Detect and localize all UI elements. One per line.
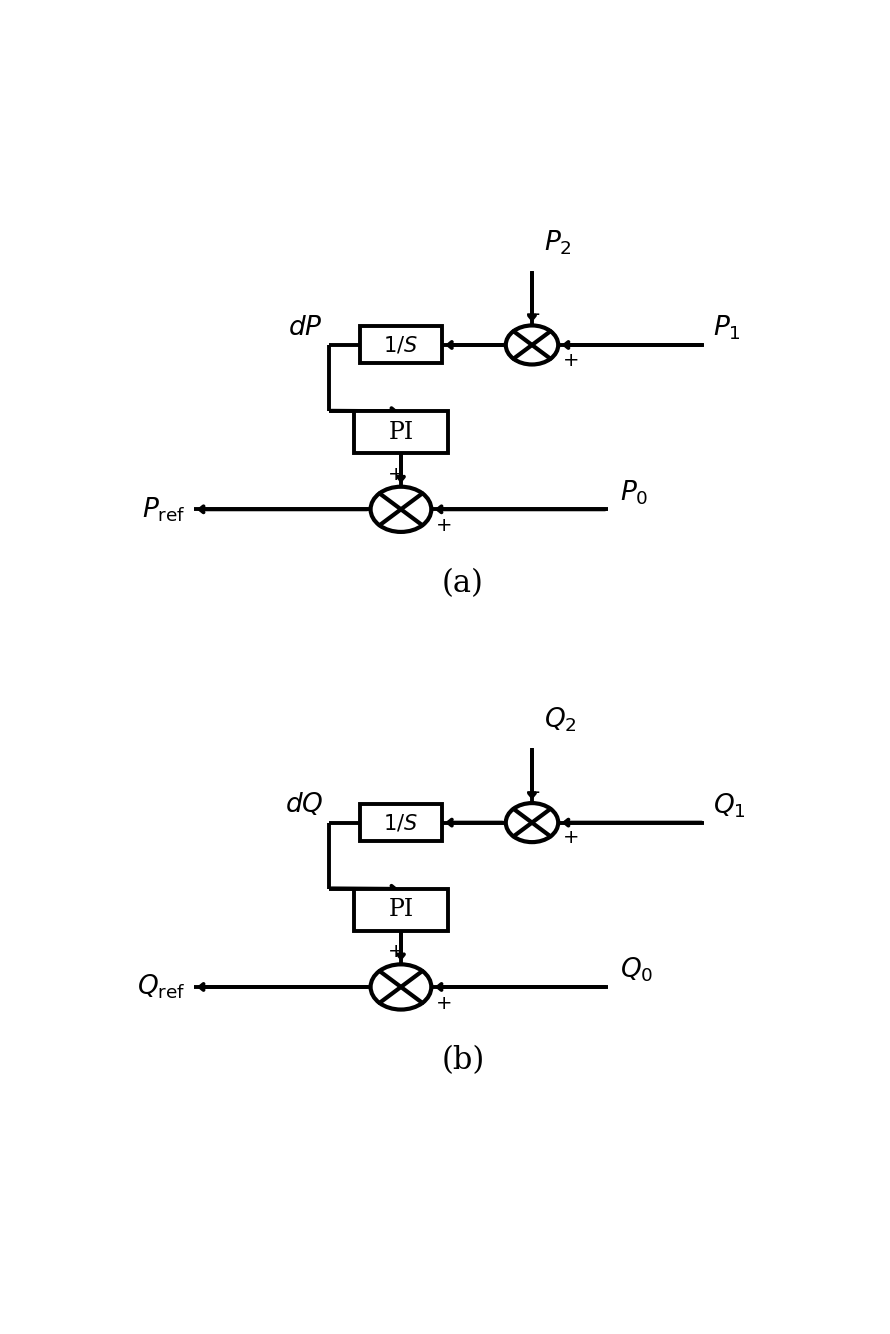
Text: $dQ$: $dQ$ [285,791,323,818]
Text: $P_{\mathrm{ref}}$: $P_{\mathrm{ref}}$ [142,495,186,523]
Text: $Q_2$: $Q_2$ [545,706,578,734]
Text: $+$: $+$ [562,828,578,847]
Text: $P_0$: $P_0$ [620,479,649,507]
Circle shape [506,803,558,842]
Text: $Q_0$: $Q_0$ [620,956,653,984]
Text: $1/S$: $1/S$ [384,335,418,355]
Text: $+$: $+$ [435,516,452,535]
Bar [354,888,448,931]
Bar [360,327,442,363]
Text: $Q_{\mathrm{ref}}$: $Q_{\mathrm{ref}}$ [137,972,186,1002]
Text: PI: PI [388,420,414,444]
Text: $+$: $+$ [386,464,403,484]
Circle shape [370,964,432,1010]
Text: (a): (a) [442,568,484,599]
Text: $P_1$: $P_1$ [713,313,740,343]
Text: $+$: $+$ [562,351,578,370]
Text: $-$: $-$ [524,303,540,323]
Text: $+$: $+$ [386,942,403,962]
Text: PI: PI [388,898,414,922]
Circle shape [370,487,432,532]
Circle shape [506,325,558,364]
Bar [360,804,442,842]
Bar [354,411,448,454]
Text: $-$: $-$ [524,780,540,800]
Text: $P_2$: $P_2$ [545,228,572,256]
Text: $1/S$: $1/S$ [384,812,418,834]
Text: $+$: $+$ [435,994,452,1013]
Text: (b): (b) [441,1046,485,1077]
Text: $dP$: $dP$ [288,315,323,340]
Text: $Q_1$: $Q_1$ [713,791,746,820]
